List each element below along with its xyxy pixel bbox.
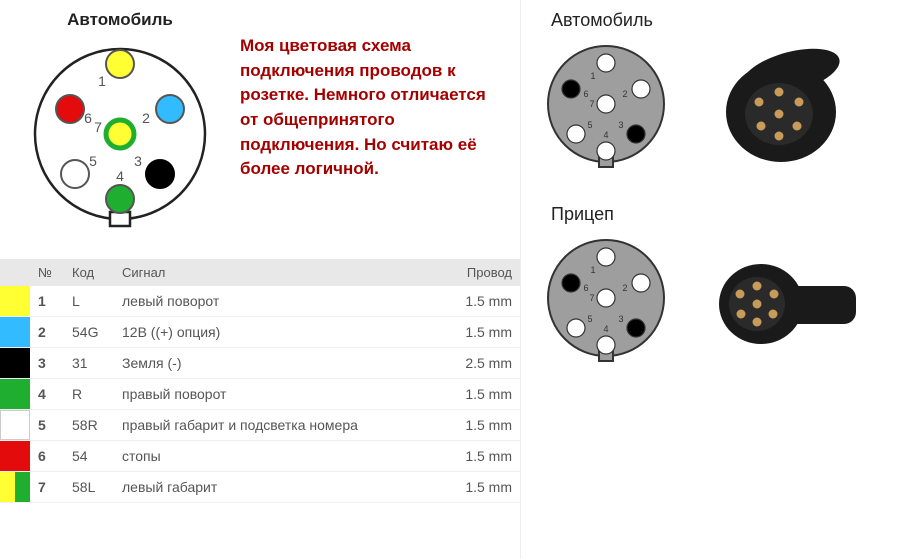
vehicle-label: Автомобиль [551,10,904,31]
pin-code: 54G [64,317,114,348]
trailer-row: 1 2 34 5 67 [541,233,904,368]
table-row: 1Lлевый поворот1.5 mm [0,286,520,317]
plug-photo [701,236,861,366]
wire-gauge: 1.5 mm [439,410,520,441]
table-header: № [30,259,64,286]
color-swatch [0,317,30,348]
pin-code: 54 [64,441,114,472]
color-swatch [0,472,30,503]
table-row: 331Земля (-)2.5 mm [0,348,520,379]
table-header: Сигнал [114,259,439,286]
pin-signal: правый габарит и подсветка номера [114,410,439,441]
socket-photo [701,42,861,172]
table-row: 758Lлевый габарит1.5 mm [0,472,520,503]
left-panel: Автомобиль 1234567 Моя цветовая схема по… [0,0,520,559]
svg-text:1: 1 [98,73,106,89]
main-connector-diagram: Автомобиль 1 2 34 5 67 [20,10,220,239]
pin-code: L [64,286,114,317]
pin-number: 6 [30,441,64,472]
svg-text:6: 6 [84,110,92,126]
top-section: Автомобиль 1 2 34 5 67 Моя цветовая схема по… [0,10,520,239]
description-text: Моя цветовая схема подключения проводов … [240,10,500,182]
svg-text:7: 7 [94,119,102,135]
svg-text:5: 5 [587,120,592,130]
wire-gauge: 1.5 mm [439,317,520,348]
wire-gauge: 1.5 mm [439,441,520,472]
right-panel: Автомобиль 1234567 Прицеп 1234567 [520,0,924,559]
svg-text:3: 3 [618,314,623,324]
trailer-small-diagram: 1 2 34 5 67 [541,233,671,368]
table-header: Код [64,259,114,286]
wire-gauge: 1.5 mm [439,379,520,410]
table-row: 254G12В ((+) опция)1.5 mm [0,317,520,348]
main-diagram-title: Автомобиль [20,10,220,30]
svg-text:7: 7 [589,99,594,109]
vehicle-connector-svg: 1 2 34 5 67 [541,39,671,169]
svg-text:4: 4 [603,130,608,140]
svg-text:5: 5 [89,153,97,169]
table-header: Провод [439,259,520,286]
svg-text:7: 7 [589,293,594,303]
svg-text:1: 1 [590,265,595,275]
pin-number: 4 [30,379,64,410]
trailer-connector-svg: 1 2 34 5 67 [541,233,671,363]
trailer-label: Прицеп [551,204,904,225]
pin-number: 5 [30,410,64,441]
svg-text:2: 2 [622,283,627,293]
pin-code: R [64,379,114,410]
wiring-table: №КодСигналПровод 1Lлевый поворот1.5 mm25… [0,259,520,503]
table-row: 654стопы1.5 mm [0,441,520,472]
svg-text:1: 1 [590,71,595,81]
pin-signal: Земля (-) [114,348,439,379]
pin-signal: левый поворот [114,286,439,317]
pin-number: 2 [30,317,64,348]
pin-signal: стопы [114,441,439,472]
pin-code: 58L [64,472,114,503]
color-swatch [0,286,30,317]
vehicle-small-diagram: 1 2 34 5 67 [541,39,671,174]
svg-text:3: 3 [134,153,142,169]
svg-text:4: 4 [116,168,124,184]
color-swatch [0,348,30,379]
pin-number: 3 [30,348,64,379]
svg-text:4: 4 [603,324,608,334]
wire-gauge: 1.5 mm [439,286,520,317]
svg-text:6: 6 [583,89,588,99]
pin-signal: левый габарит [114,472,439,503]
table-header [0,259,30,286]
vehicle-row: 1 2 34 5 67 [541,39,904,174]
main-connector-svg: 1 2 34 5 67 [20,34,220,234]
pin-signal: 12В ((+) опция) [114,317,439,348]
pin-signal: правый поворот [114,379,439,410]
svg-text:5: 5 [587,314,592,324]
pin-number: 7 [30,472,64,503]
color-swatch [0,410,30,441]
svg-text:3: 3 [618,120,623,130]
table-row: 558Rправый габарит и подсветка номера1.5… [0,410,520,441]
color-swatch [0,379,30,410]
pin-code: 58R [64,410,114,441]
color-swatch [0,441,30,472]
wire-gauge: 2.5 mm [439,348,520,379]
svg-text:2: 2 [142,110,150,126]
svg-text:2: 2 [622,89,627,99]
svg-text:6: 6 [583,283,588,293]
pin-code: 31 [64,348,114,379]
wire-gauge: 1.5 mm [439,472,520,503]
pin-number: 1 [30,286,64,317]
table-row: 4Rправый поворот1.5 mm [0,379,520,410]
